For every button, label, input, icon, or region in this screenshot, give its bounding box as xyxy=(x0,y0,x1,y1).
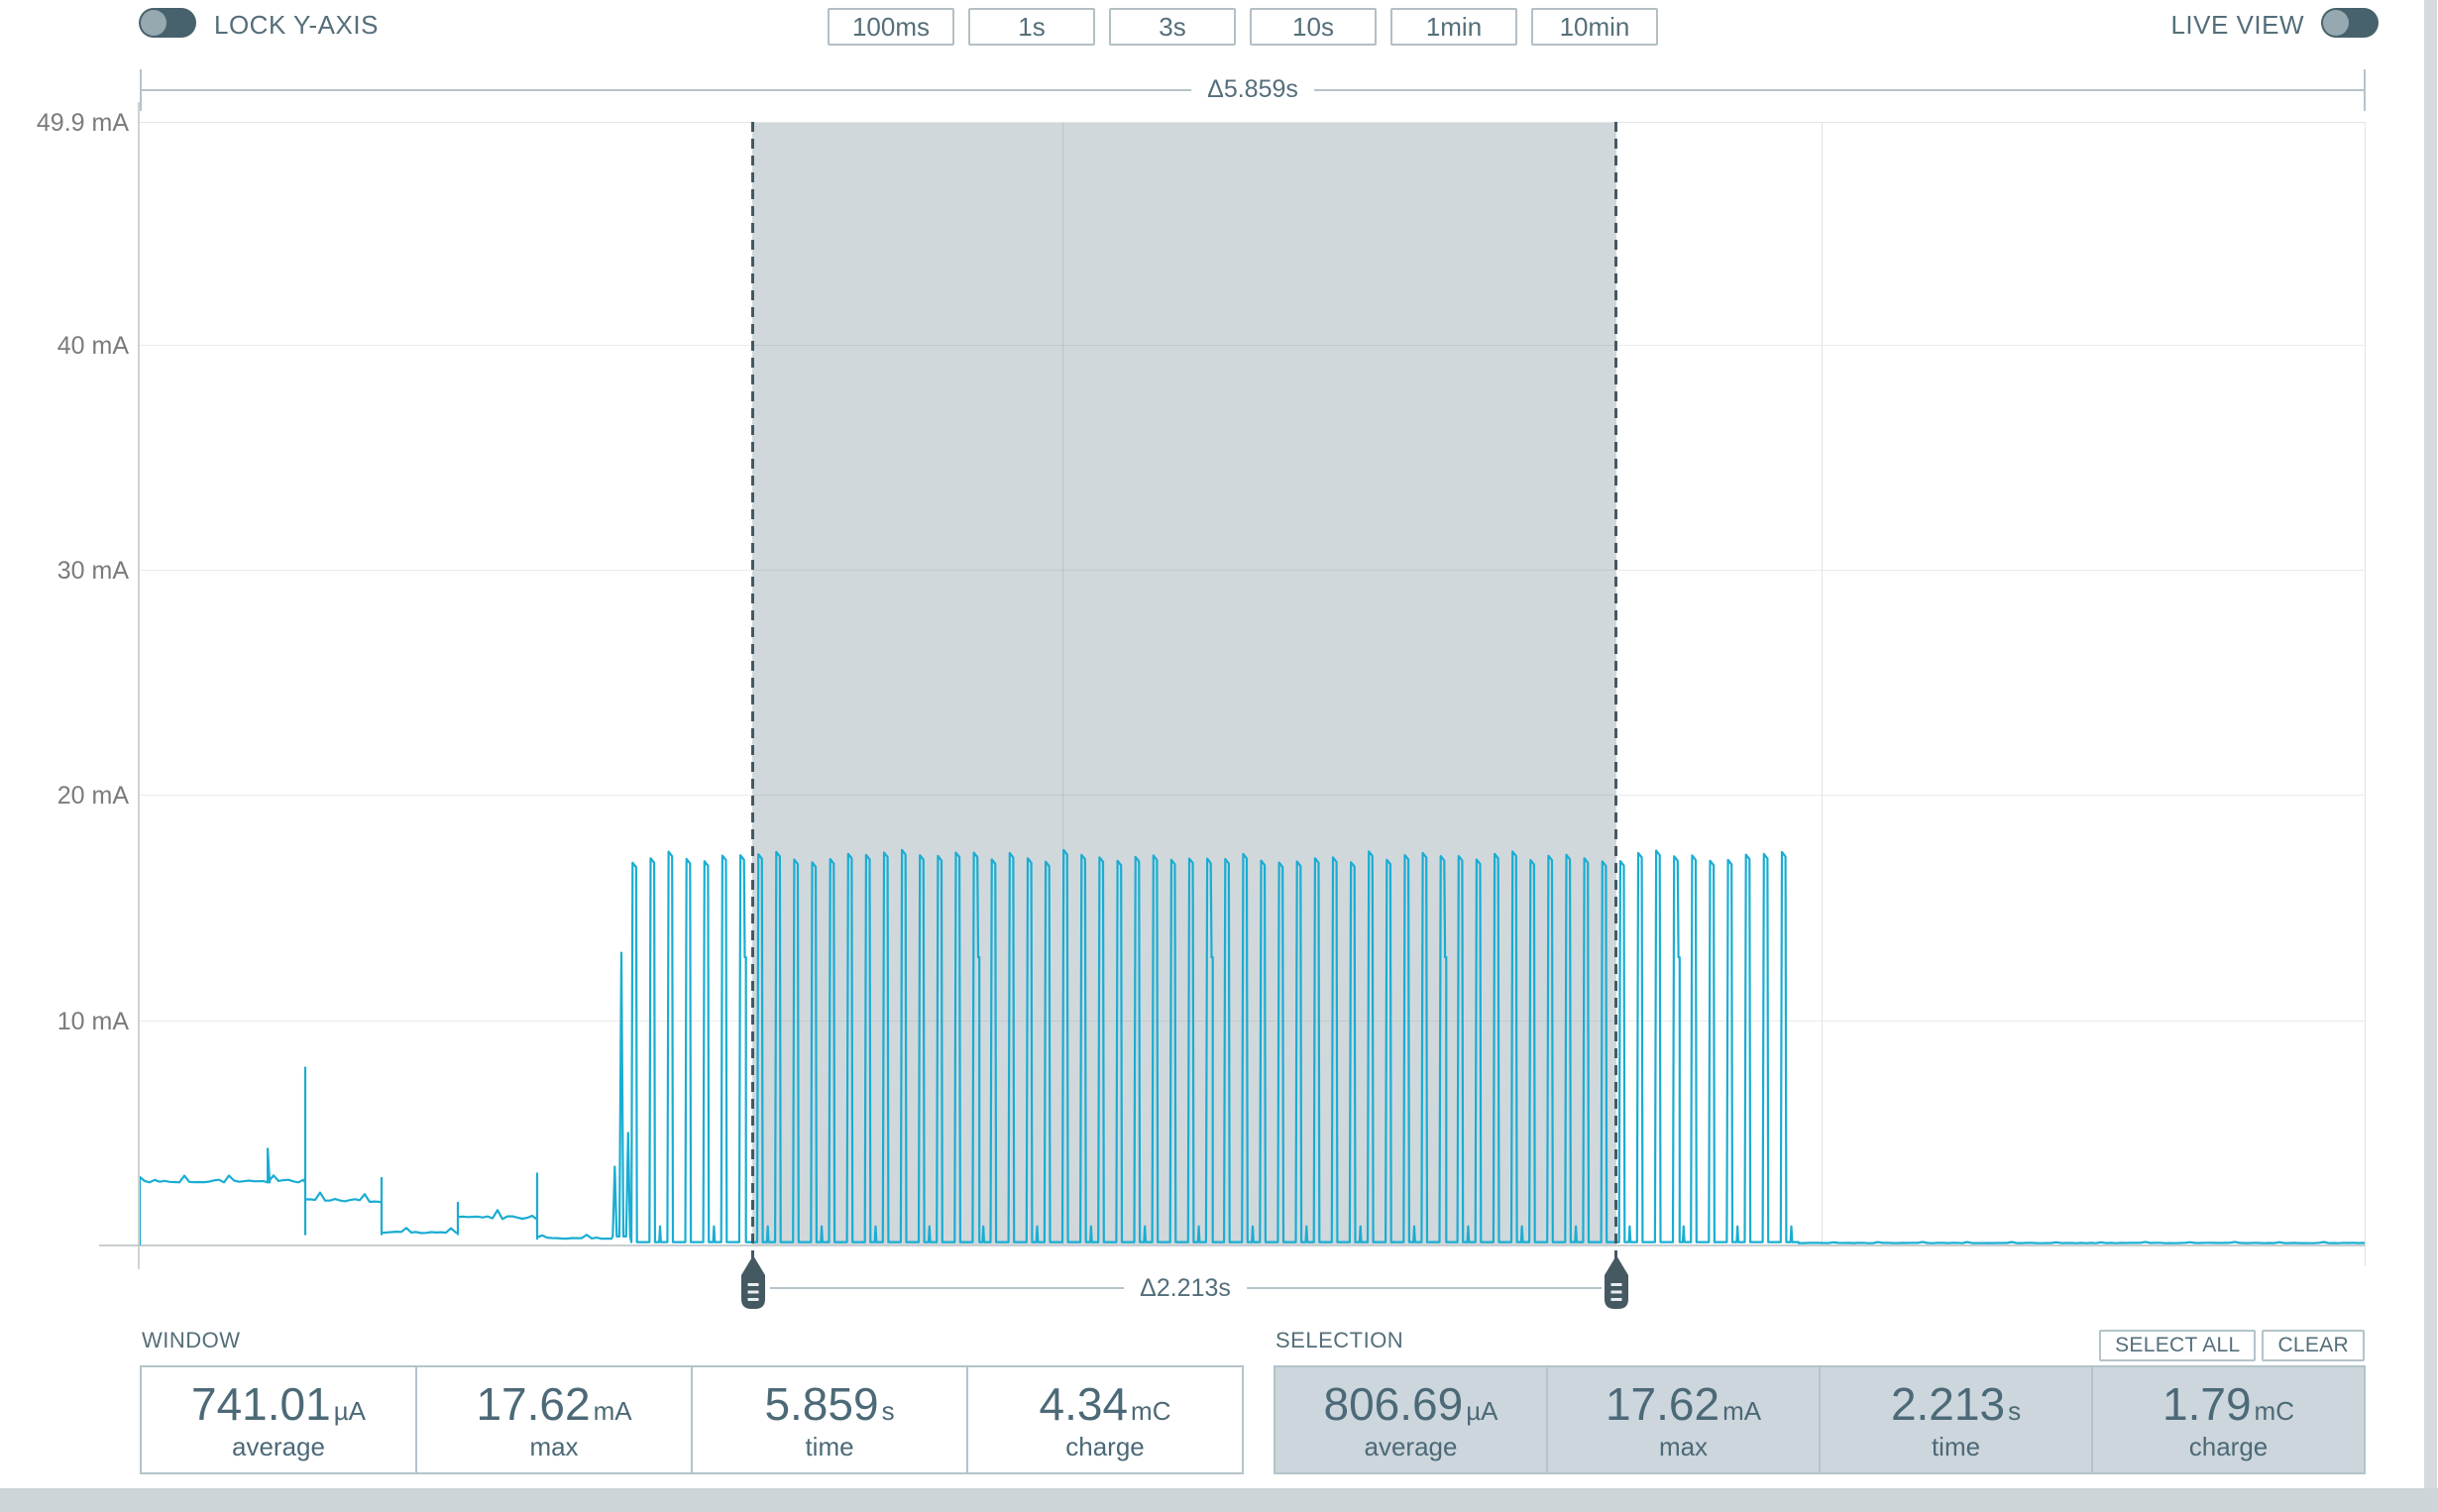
lock-y-axis-toggle[interactable] xyxy=(139,8,196,38)
selection-delta-label: Δ2.213s xyxy=(1124,1274,1247,1303)
time-window-button-group: 100ms 1s 3s 10s 1min 10min xyxy=(828,8,1658,46)
y-axis-tick-label: 30 mA xyxy=(56,557,129,586)
selection-stat-time: 2.213 s time xyxy=(1819,1367,2091,1472)
live-view-toggle[interactable] xyxy=(2321,8,2379,38)
selection-region[interactable] xyxy=(752,123,1616,1244)
y-axis-line xyxy=(138,102,140,1269)
y-axis-tick-label: 10 mA xyxy=(56,1007,129,1035)
time-window-button-10s[interactable]: 10s xyxy=(1250,8,1377,46)
window-stat-average: 741.01 µA average xyxy=(190,1377,367,1461)
h-gridline xyxy=(140,1020,2365,1022)
time-window-button-1min[interactable]: 1min xyxy=(1390,8,1517,46)
selection-stat-average: 806.69 µA average xyxy=(1275,1367,1546,1472)
window-stats-panel: 741.01 µA average 17.62 mA max 5.859 s time 4.34 m… xyxy=(140,1365,1244,1474)
window-panel-title: WINDOW xyxy=(142,1328,241,1352)
x-axis-line xyxy=(99,1244,2366,1246)
y-axis-tick-label: 49.9 mA xyxy=(36,109,129,137)
waveform-svg[interactable] xyxy=(140,122,2365,1245)
selection-stat-charge: 1.79 mC charge xyxy=(2091,1367,2364,1472)
toggle-knob-icon xyxy=(2323,10,2349,36)
window-stat-max: 17.62 mA max xyxy=(415,1367,691,1472)
status-bar xyxy=(0,1488,2438,1512)
vertical-scrollbar[interactable] xyxy=(2424,0,2437,1488)
current-waveform xyxy=(140,848,2365,1245)
selection-end-dashed-line xyxy=(1614,122,1617,1304)
h-gridline xyxy=(140,344,2365,346)
select-all-button[interactable]: SELECT ALL xyxy=(2099,1330,2257,1361)
selection-actions: SELECT ALL CLEAR xyxy=(2099,1330,2365,1361)
window-bracket-right-tick xyxy=(2364,69,2366,111)
plot-right-border xyxy=(2365,122,2366,1266)
window-delta-label: Δ5.859s xyxy=(1191,75,1314,104)
selection-start-dashed-line xyxy=(751,122,754,1304)
selection-end-handle[interactable] xyxy=(1602,1254,1631,1310)
y-axis-tick-label: 40 mA xyxy=(56,331,129,360)
selection-panel-title: SELECTION xyxy=(1275,1328,1404,1352)
time-window-button-10min[interactable]: 10min xyxy=(1531,8,1658,46)
selection-stat-max: 17.62 mA max xyxy=(1546,1367,1819,1472)
selection-start-handle[interactable] xyxy=(738,1254,768,1310)
v-gridline xyxy=(1062,122,1063,1245)
lock-y-axis-label: LOCK Y-AXIS xyxy=(214,10,379,40)
y-axis-tick-label: 20 mA xyxy=(56,782,129,810)
clear-button[interactable]: CLEAR xyxy=(2262,1330,2365,1361)
time-window-button-100ms[interactable]: 100ms xyxy=(828,8,954,46)
live-view-label: LIVE VIEW xyxy=(2170,10,2304,40)
selection-stats-panel: 806.69 µA average 17.62 mA max 2.213 s time 1.79 m… xyxy=(1274,1365,2366,1474)
v-gridline xyxy=(1821,122,1823,1245)
plot-top-border xyxy=(140,122,2366,123)
window-stat-charge: 4.34 mC charge xyxy=(966,1367,1242,1472)
toggle-knob-icon xyxy=(141,10,166,36)
window-stat-time: 5.859 s time xyxy=(691,1367,966,1472)
h-gridline xyxy=(140,795,2365,797)
window-bracket-left-tick xyxy=(140,69,142,111)
time-window-button-1s[interactable]: 1s xyxy=(968,8,1095,46)
h-gridline xyxy=(140,570,2365,572)
time-window-button-3s[interactable]: 3s xyxy=(1109,8,1236,46)
